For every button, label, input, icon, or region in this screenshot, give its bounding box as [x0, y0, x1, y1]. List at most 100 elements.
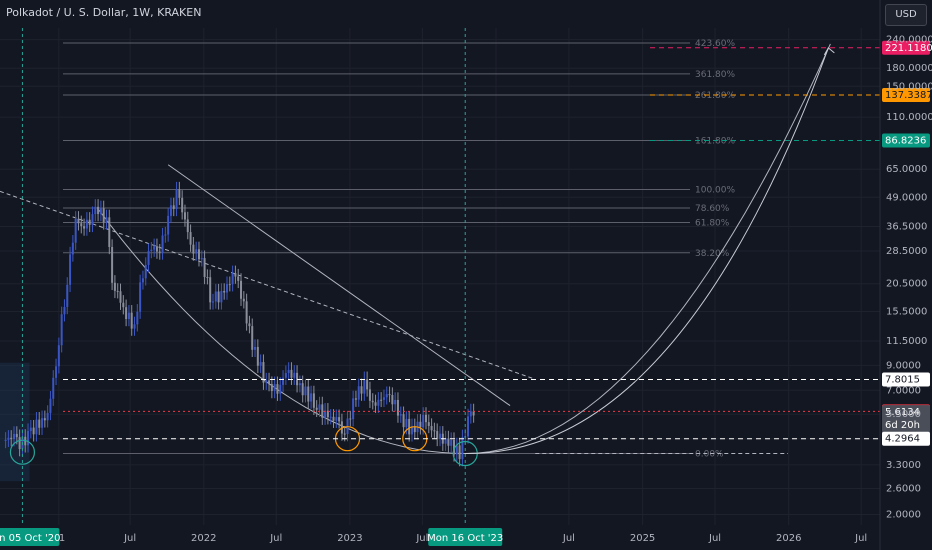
candle-body [189, 232, 192, 245]
candle-body [366, 379, 369, 390]
candle-body [430, 425, 433, 431]
candle-body [368, 389, 371, 401]
fib-label-4: 100.00% [695, 185, 735, 195]
date-label-0: Mon 05 Oct '20 [0, 533, 60, 544]
candle-body [318, 404, 321, 410]
candle-body [453, 440, 456, 455]
price-label-bg-2 [882, 133, 930, 148]
arrow-head [823, 47, 835, 56]
x-tick-label-7: Jul [562, 533, 575, 544]
candle-body [388, 394, 391, 396]
candle-body [363, 379, 366, 394]
candle-body [35, 419, 38, 435]
trendline-1 [167, 164, 511, 406]
candle-body [427, 422, 430, 426]
currency-button[interactable]: USD [885, 4, 927, 26]
y-tick-label-9: 15.5000 [886, 306, 927, 317]
candle-body [153, 246, 156, 250]
candle-body [284, 373, 287, 378]
candle-body [150, 249, 153, 252]
candle-body [192, 244, 195, 254]
x-tick-label-4: 2023 [337, 533, 362, 544]
candle-body [312, 393, 315, 408]
candle-body [169, 205, 172, 216]
y-tick-label-11: 9.0000 [886, 360, 921, 371]
countdown-label: 6d 20h [885, 420, 920, 431]
price-label-2: 86.8236 [885, 136, 926, 147]
candle-body [27, 431, 30, 446]
candle-body [10, 437, 13, 440]
candle-body [15, 433, 18, 438]
candle-body [7, 437, 10, 440]
candle-body [147, 251, 150, 265]
y-tick-label-3: 110.0000 [886, 112, 932, 123]
candle-body [245, 301, 248, 324]
candle-body [122, 302, 125, 308]
date-label-bg-0 [0, 528, 60, 546]
fib-label-0: 423.60% [695, 39, 735, 49]
candle-body [43, 418, 46, 421]
candle-body [360, 386, 363, 394]
candle-body [220, 290, 223, 303]
candle-body [455, 445, 458, 455]
candle-body [237, 276, 240, 281]
price-label-bg-0 [882, 40, 930, 55]
candle-body [251, 326, 254, 350]
fib-label-3: 161.80% [695, 137, 735, 147]
candle-body [161, 235, 164, 253]
x-tick-label-1: Jul [123, 533, 136, 544]
price-label-3: 7.8015 [885, 375, 920, 386]
candle-body [167, 215, 170, 235]
candle-body [113, 282, 116, 291]
candle-body [18, 437, 21, 450]
candle-body [130, 312, 133, 329]
price-label-bg-1 [882, 88, 930, 103]
candle-body [262, 362, 265, 383]
candle-body [105, 217, 108, 223]
y-tick-label-12: 7.0000 [886, 385, 921, 396]
fib-label-7: 38.20% [695, 249, 730, 259]
candle-body [287, 369, 290, 374]
candle-body [399, 414, 402, 416]
candle-body [214, 291, 217, 302]
candle-body [450, 440, 453, 446]
candle-body [380, 399, 383, 401]
candle-body [332, 416, 335, 421]
candle-body [290, 369, 293, 378]
candle-body [461, 437, 464, 460]
candle-body [127, 312, 130, 320]
price-label-1: 137.3387 [885, 90, 932, 101]
x-tick-label-10: 2026 [776, 533, 801, 544]
candle-body [108, 217, 111, 247]
candle-body [119, 291, 122, 303]
candle-body [447, 438, 450, 446]
candle-body [279, 384, 282, 394]
candle-body [273, 384, 276, 392]
candle-body [329, 416, 332, 418]
candle-body [211, 301, 214, 303]
candle-body [270, 384, 273, 392]
y-tick-label-0: 240.0000 [886, 35, 932, 46]
candle-body [94, 206, 97, 215]
candle-body [371, 400, 374, 403]
candle-body [405, 418, 408, 428]
y-tick-label-8: 20.5000 [886, 279, 927, 290]
candle-body [357, 386, 360, 400]
y-tick-label-13: 5.5000 [886, 409, 921, 420]
candle-body [136, 311, 139, 325]
x-tick-label-2: 2022 [191, 533, 216, 544]
candle-body [296, 372, 299, 386]
candle-body [242, 298, 245, 302]
candle-body [77, 218, 80, 224]
candle-body [282, 377, 285, 385]
fib-label-5: 78.60% [695, 204, 730, 214]
chart-title: Polkadot / U. S. Dollar, 1W, KRAKEN [6, 6, 202, 19]
candle-body [13, 433, 16, 440]
candle-body [413, 426, 416, 433]
candle-body [259, 362, 262, 366]
candle-body [111, 246, 114, 283]
candle-body [63, 306, 66, 315]
candle-body [139, 282, 142, 312]
candle-body [469, 411, 472, 417]
